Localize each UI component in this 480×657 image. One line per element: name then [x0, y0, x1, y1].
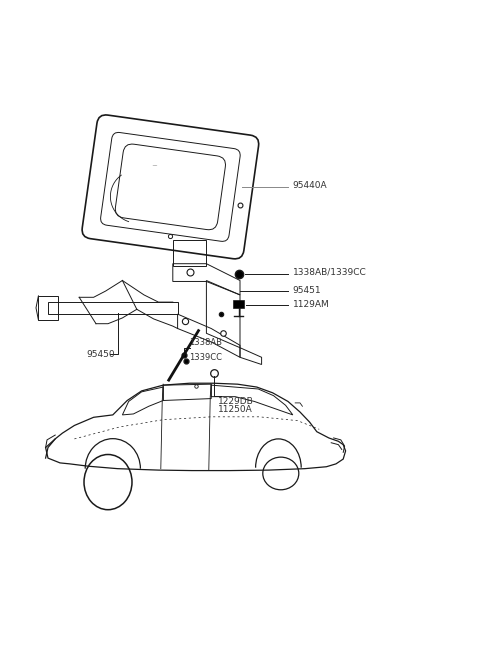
Text: 95440A: 95440A — [293, 181, 327, 191]
Text: 1338AB/1339CC: 1338AB/1339CC — [293, 268, 367, 277]
Text: 95450: 95450 — [86, 350, 115, 359]
Text: 1339CC: 1339CC — [189, 353, 222, 362]
Text: 1229DB: 1229DB — [218, 397, 254, 405]
Text: 1338AB: 1338AB — [189, 338, 222, 347]
Polygon shape — [233, 300, 244, 308]
Text: 1129AM: 1129AM — [293, 300, 330, 309]
Text: ~: ~ — [151, 163, 157, 169]
Text: 11250A: 11250A — [218, 405, 253, 415]
Text: 95451: 95451 — [293, 286, 322, 295]
